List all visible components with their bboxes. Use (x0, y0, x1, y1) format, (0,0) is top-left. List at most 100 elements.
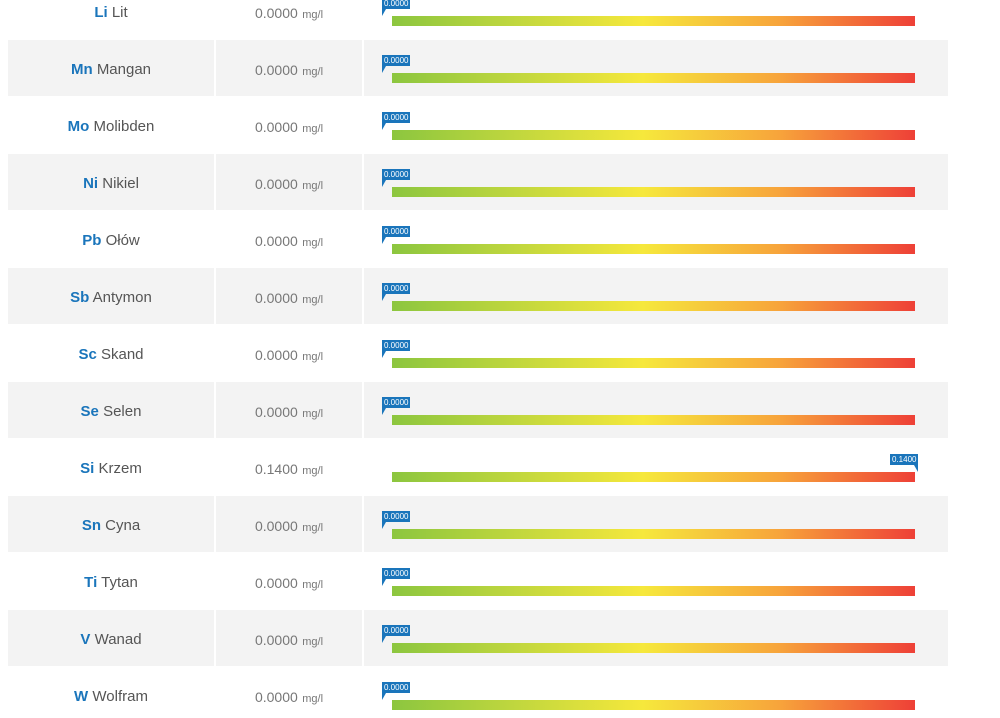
element-label: W Wolfram (8, 688, 214, 705)
element-label: Pb Ołów (8, 232, 214, 249)
value-number: 0.0000 (254, 290, 298, 306)
value-unit: mg/l (302, 66, 324, 78)
gauge-cell: 0.0000 (364, 496, 948, 552)
value-unit: mg/l (302, 636, 324, 648)
element-label: Se Selen (8, 403, 214, 420)
value-unit: mg/l (302, 408, 324, 420)
value-unit: mg/l (302, 237, 324, 249)
gauge-marker: 0.0000 (382, 169, 411, 187)
gauge-marker: 0.0000 (382, 682, 411, 700)
gauge-marker: 0.0000 (382, 283, 411, 301)
table-row: Sn Cyna 0.0000 mg/l 0.0000 (8, 496, 948, 553)
element-name: Molibden (93, 118, 155, 135)
value-number: 0.0000 (254, 176, 298, 192)
value-cell: 0.0000 mg/l (216, 0, 362, 39)
gauge-marker: 0.0000 (382, 397, 411, 415)
element-label: Ni Nikiel (8, 175, 214, 192)
level-gauge-bar (392, 358, 915, 368)
element-name: Wolfram (92, 688, 148, 705)
element-symbol: Se (80, 403, 99, 420)
table-row: Se Selen 0.0000 mg/l 0.0000 (8, 382, 948, 439)
element-name: Antymon (92, 289, 152, 306)
element-label: Sn Cyna (8, 517, 214, 534)
value-cell: 0.0000 mg/l (216, 496, 362, 552)
level-gauge-bar (392, 586, 915, 596)
level-gauge-bar (392, 472, 915, 482)
table-row: V Wanad 0.0000 mg/l 0.0000 (8, 610, 948, 667)
value-unit: mg/l (302, 579, 324, 591)
element-name: Krzem (98, 460, 142, 477)
table-row: Mn Mangan 0.0000 mg/l 0.0000 (8, 40, 948, 97)
value-unit: mg/l (302, 351, 324, 363)
value-number: 0.0000 (254, 404, 298, 420)
table-row: Sb Antymon 0.0000 mg/l 0.0000 (8, 268, 948, 325)
element-cell: Ti Tytan (8, 553, 214, 609)
element-cell: V Wanad (8, 610, 214, 666)
gauge-cell: 0.0000 (364, 154, 948, 210)
element-cell: Si Krzem (8, 439, 214, 495)
element-cell: Mn Mangan (8, 40, 214, 96)
value-unit: mg/l (302, 522, 324, 534)
value-cell: 0.0000 mg/l (216, 40, 362, 96)
concentration-value: 0.0000 mg/l (216, 689, 362, 707)
value-unit: mg/l (302, 294, 324, 306)
value-number: 0.0000 (254, 632, 298, 648)
value-cell: 0.0000 mg/l (216, 268, 362, 324)
gauge-cell: 0.0000 (364, 211, 948, 267)
value-cell: 0.1400 mg/l (216, 439, 362, 495)
element-label: Mo Molibden (8, 118, 214, 135)
element-results-table: Li Lit 0.0000 mg/l 0.0000 Mn Mangan 0.0000 m… (8, 0, 948, 718)
value-cell: 0.0000 mg/l (216, 610, 362, 666)
value-number: 0.1400 (254, 461, 298, 477)
concentration-value: 0.0000 mg/l (216, 233, 362, 251)
element-cell: Mo Molibden (8, 97, 214, 153)
element-label: Si Krzem (8, 460, 214, 477)
element-label: Sb Antymon (8, 289, 214, 306)
level-gauge-bar (392, 700, 915, 710)
gauge-cell: 0.0000 (364, 667, 948, 718)
element-cell: Sn Cyna (8, 496, 214, 552)
value-number: 0.0000 (254, 119, 298, 135)
gauge-marker: 0.0000 (382, 568, 411, 586)
element-name: Ołów (105, 232, 140, 249)
concentration-value: 0.0000 mg/l (216, 404, 362, 422)
element-label: Mn Mangan (8, 61, 214, 78)
element-name: Skand (100, 346, 144, 363)
level-gauge-bar (392, 415, 915, 425)
value-cell: 0.0000 mg/l (216, 154, 362, 210)
gauge-marker: 0.1400 (890, 454, 919, 472)
element-label: Sc Skand (8, 346, 214, 363)
value-cell: 0.0000 mg/l (216, 382, 362, 438)
concentration-value: 0.0000 mg/l (216, 632, 362, 650)
concentration-value: 0.0000 mg/l (216, 5, 362, 23)
element-symbol: Ni (83, 175, 99, 192)
concentration-value: 0.1400 mg/l (216, 461, 362, 479)
element-symbol: Ti (84, 574, 98, 591)
value-unit: mg/l (302, 9, 324, 21)
value-number: 0.0000 (254, 689, 298, 705)
level-gauge-bar (392, 301, 915, 311)
element-symbol: Sc (78, 346, 97, 363)
gauge-cell: 0.0000 (364, 325, 948, 381)
level-gauge-bar (392, 16, 915, 26)
table-row: W Wolfram 0.0000 mg/l 0.0000 (8, 667, 948, 718)
value-unit: mg/l (302, 123, 324, 135)
value-cell: 0.0000 mg/l (216, 667, 362, 718)
value-cell: 0.0000 mg/l (216, 325, 362, 381)
concentration-value: 0.0000 mg/l (216, 119, 362, 137)
gauge-cell: 0.0000 (364, 40, 948, 96)
level-gauge-bar (392, 244, 915, 254)
concentration-value: 0.0000 mg/l (216, 575, 362, 593)
gauge-marker: 0.0000 (382, 55, 411, 73)
gauge-cell: 0.0000 (364, 610, 948, 666)
element-symbol: Mn (70, 61, 93, 78)
gauge-cell: 0.1400 (364, 439, 948, 495)
element-name: Wanad (94, 631, 142, 648)
element-symbol: V (80, 631, 91, 648)
value-number: 0.0000 (254, 5, 298, 21)
gauge-cell: 0.0000 (364, 268, 948, 324)
value-unit: mg/l (302, 693, 324, 705)
table-row: Mo Molibden 0.0000 mg/l 0.0000 (8, 97, 948, 154)
element-symbol: Pb (82, 232, 102, 249)
gauge-cell: 0.0000 (364, 553, 948, 609)
